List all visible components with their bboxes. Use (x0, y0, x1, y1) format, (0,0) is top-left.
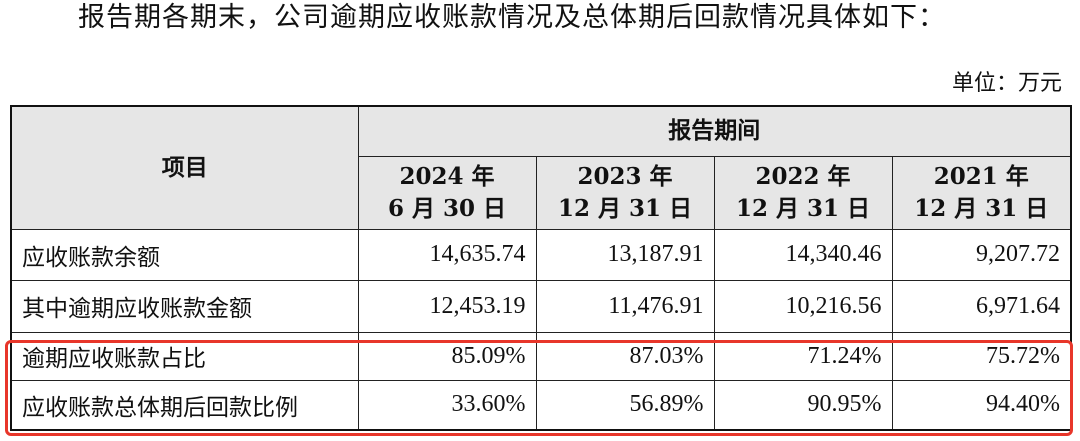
table-row: 应收账款总体期后回款比例 33.60% 56.89% 90.95% 94.40% (10, 379, 1072, 431)
table-row: 其中逾期应收账款金额 12,453.19 11,476.91 10,216.56… (10, 279, 1072, 333)
item-header: 项目 (10, 105, 359, 230)
cell-value: 71.24% (713, 331, 893, 381)
period-header-1: 2023 年 12 月 31 日 (535, 155, 715, 230)
cell-value: 94.40% (891, 379, 1072, 431)
period-date: 12 月 31 日 (557, 194, 693, 222)
cell-value: 75.72% (891, 331, 1072, 381)
cell-value: 12,453.19 (357, 279, 537, 333)
cell-value: 6,971.64 (891, 279, 1072, 333)
cell-value: 90.95% (713, 379, 893, 431)
period-year: 2023 年 (577, 162, 673, 190)
cell-value: 10,216.56 (713, 279, 893, 333)
period-header-3: 2021 年 12 月 31 日 (891, 155, 1072, 230)
row-label: 其中逾期应收账款金额 (10, 279, 359, 333)
row-label: 应收账款总体期后回款比例 (10, 379, 359, 431)
period-date: 6 月 30 日 (387, 194, 507, 222)
table-row: 逾期应收账款占比 85.09% 87.03% 71.24% 75.72% (10, 331, 1072, 381)
table-row: 应收账款余额 14,635.74 13,187.91 14,340.46 9,2… (10, 228, 1072, 281)
row-label: 逾期应收账款占比 (10, 331, 359, 381)
period-date: 12 月 31 日 (914, 194, 1049, 222)
cell-value: 33.60% (357, 379, 537, 431)
unit-label: 单位：万元 (951, 71, 1062, 96)
period-header-2: 2022 年 12 月 31 日 (713, 155, 893, 230)
cell-value: 85.09% (357, 331, 537, 381)
period-header: 报告期间 (357, 105, 1072, 157)
row-label: 应收账款余额 (10, 228, 359, 281)
period-year: 2024 年 (399, 162, 495, 190)
period-year: 2022 年 (755, 162, 851, 190)
cell-value: 11,476.91 (535, 279, 715, 333)
period-year: 2021 年 (933, 162, 1029, 190)
period-header-0: 2024 年 6 月 30 日 (357, 155, 537, 230)
period-date: 12 月 31 日 (735, 194, 871, 222)
cell-value: 14,340.46 (713, 228, 893, 281)
cell-value: 9,207.72 (891, 228, 1072, 281)
cell-value: 87.03% (535, 331, 715, 381)
receivables-table: 项目 报告期间 2024 年 6 月 30 日 2023 年 12 月 31 日… (10, 105, 1072, 431)
cell-value: 56.89% (535, 379, 715, 431)
cell-value: 14,635.74 (357, 228, 537, 281)
cell-value: 13,187.91 (535, 228, 715, 281)
intro-paragraph: 报告期各期末，公司逾期应收账款情况及总体期后回款情况具体如下： (78, 2, 946, 33)
